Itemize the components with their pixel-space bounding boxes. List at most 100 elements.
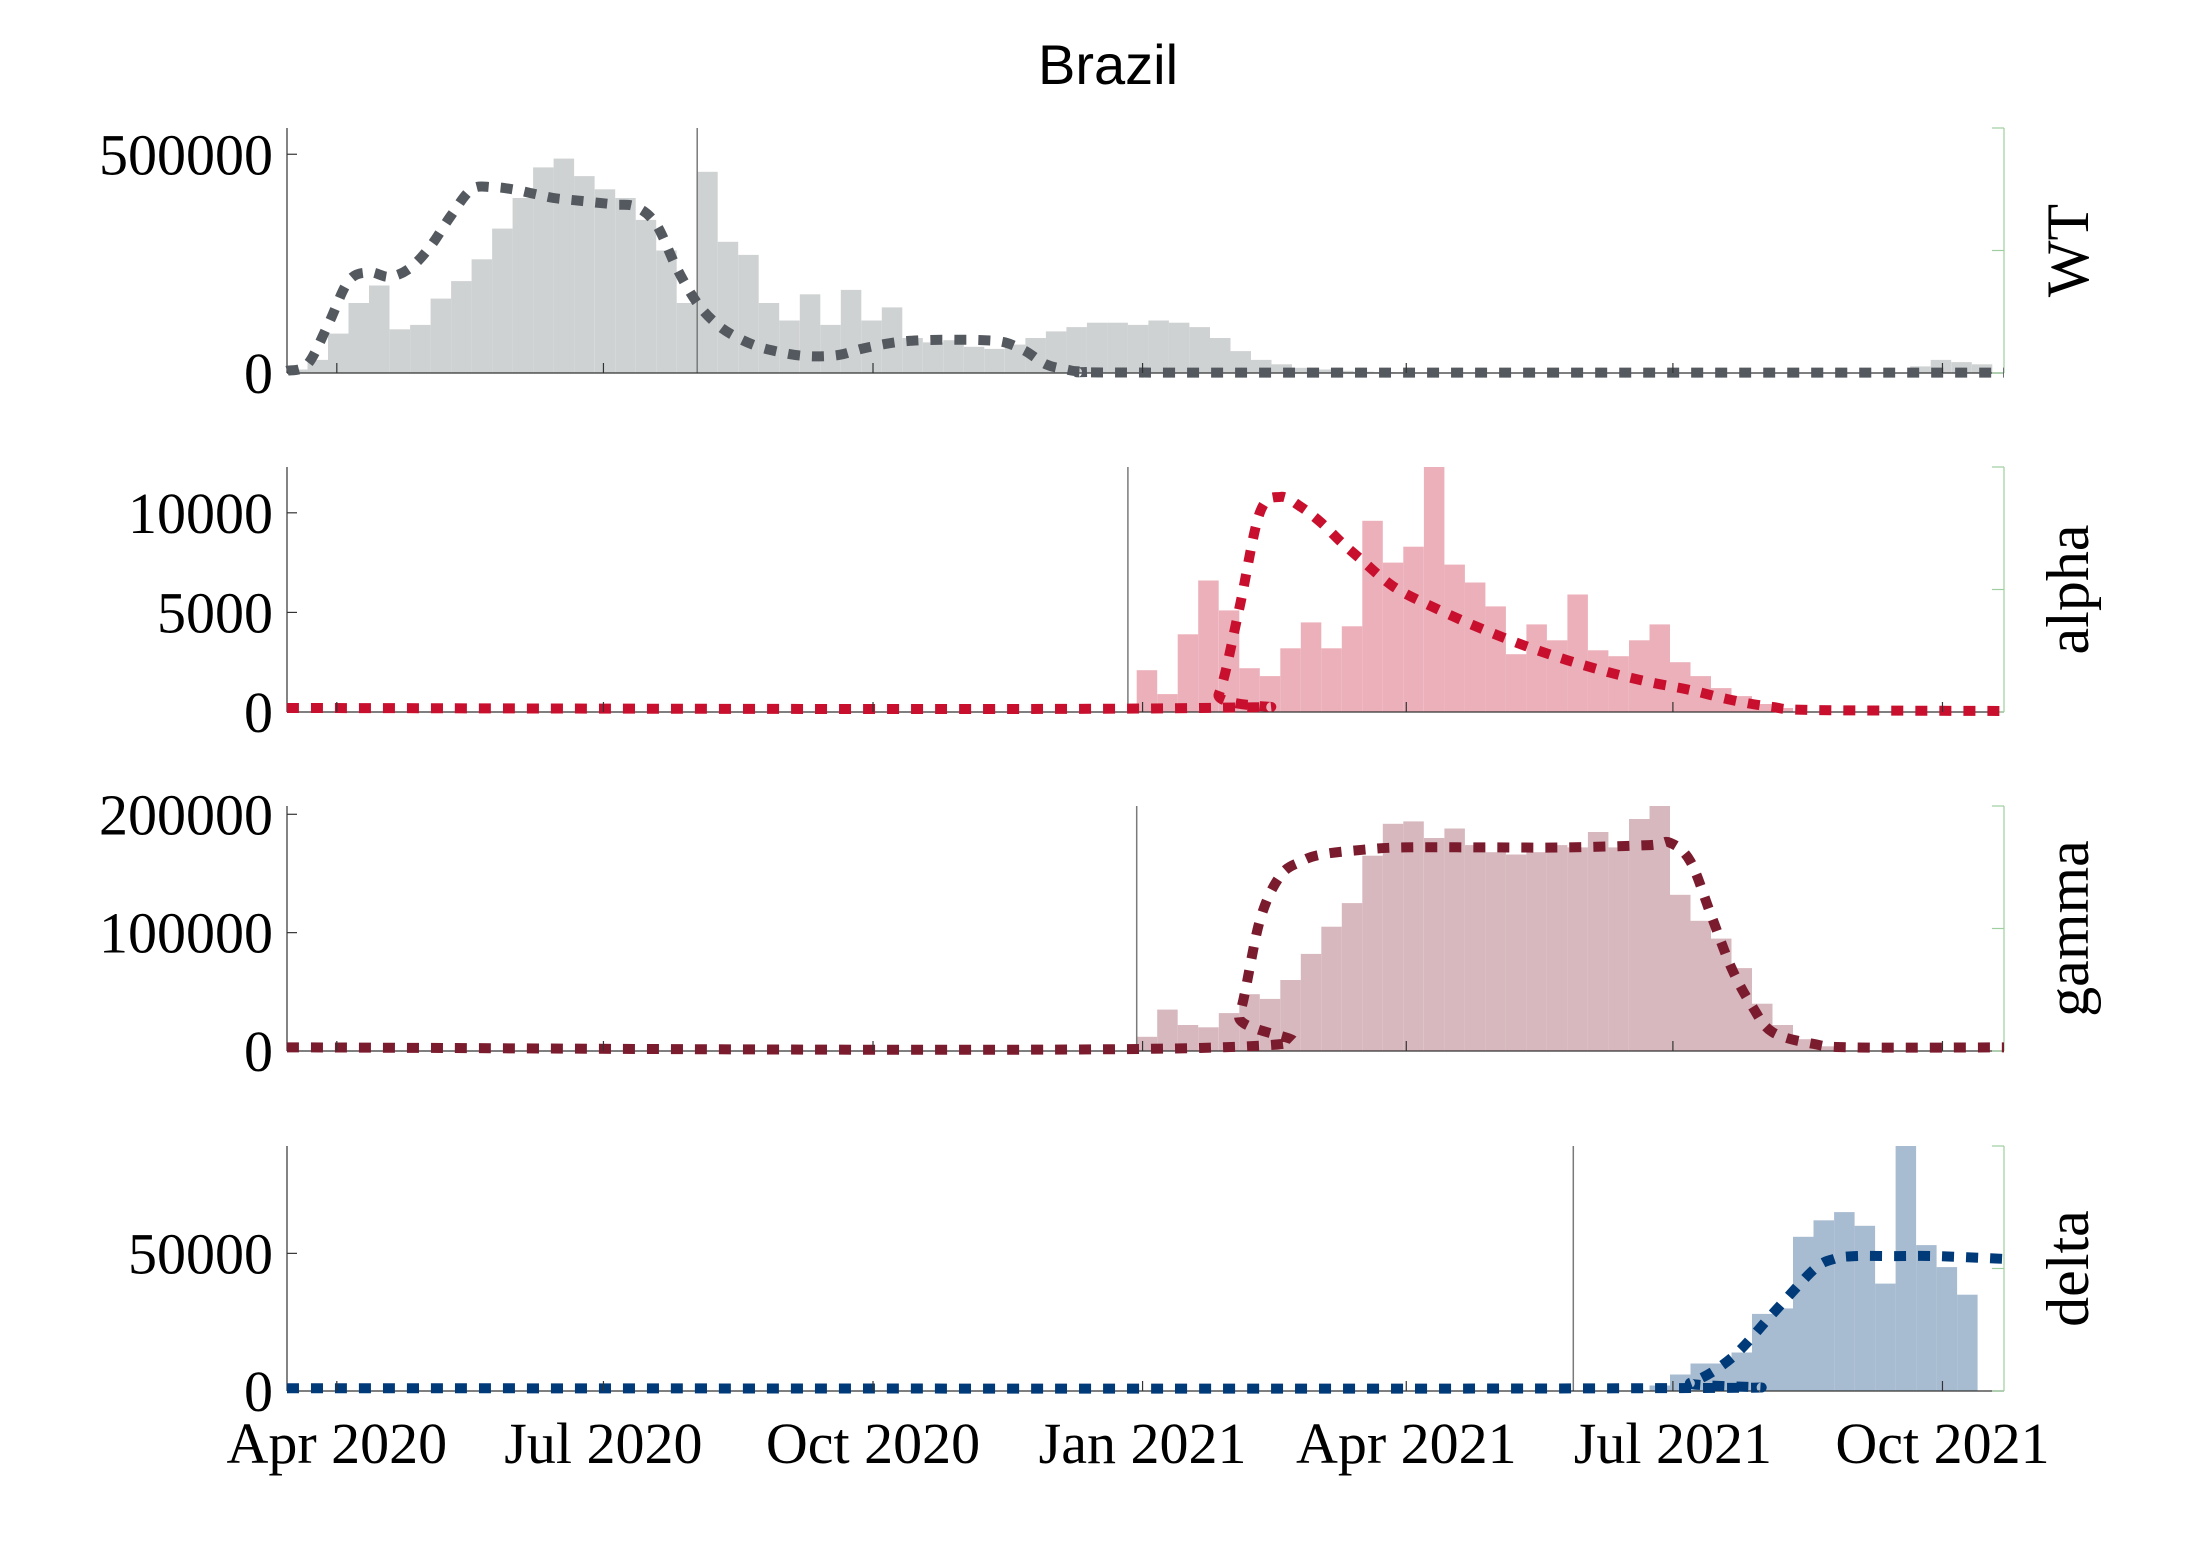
bar [1321,648,1342,712]
x-tick-label: Jul 2020 [504,1411,702,1476]
bar [922,342,944,373]
y-tick-label: 0 [244,341,273,406]
bar [1157,1009,1178,1051]
bar [1198,580,1219,712]
bar [1177,634,1199,712]
bar [1292,367,1313,374]
bar [1004,344,1026,373]
bar [430,298,452,373]
bar [328,333,349,373]
bar [635,219,657,373]
panel-alpha: 0 5000 10000 alpha [128,466,2101,745]
bar [553,158,575,373]
bar [1731,1352,1752,1391]
bar [1587,650,1609,712]
bar [615,198,636,373]
bar [758,303,780,373]
bar [738,254,759,373]
bar [1300,622,1322,712]
bar [1752,704,1773,712]
bar [1107,322,1128,373]
bar [779,320,800,373]
bar [1136,670,1158,712]
observed-bars-WT [287,158,1993,374]
bar [1505,854,1527,1051]
y-tick-label: 0 [244,1359,273,1424]
bar [1731,696,1752,712]
x-tick-label: Jul 2021 [1574,1411,1772,1476]
bar [1546,845,1568,1051]
bar [1259,998,1281,1051]
bar [1813,1046,1834,1051]
bar [1464,845,1486,1051]
bar [1910,366,1931,373]
bar [1271,364,1292,374]
bar [984,348,1005,373]
panel-label-delta: delta [2035,1210,2101,1327]
y-tick-label: 200000 [99,782,273,847]
bar [1916,1245,1937,1391]
bar [369,285,390,373]
panel-gamma: 0 100000 200000 gamma [99,782,2101,1084]
bar [1423,838,1445,1051]
y-tick-label: 50000 [128,1221,273,1286]
bar [512,198,534,373]
bar [1608,847,1629,1051]
bar [1444,828,1465,1051]
bar [943,340,964,373]
bar [410,324,431,373]
bar [1210,338,1231,373]
bar [1895,1146,1917,1391]
observed-bars-gamma [1136,806,1834,1051]
bar [492,228,513,373]
bar [1951,362,1972,373]
bar [389,329,411,374]
bar [1403,546,1424,712]
panels: 0500000WT0500010000alpha0100000200000gam… [99,122,2101,1424]
bar [1066,327,1087,373]
y-tick-label: 0 [244,680,273,745]
bar [1341,903,1363,1051]
bar [1423,467,1445,712]
bar [1772,1308,1793,1391]
bar [1300,953,1322,1051]
model-curve-gamma [286,836,2005,1055]
bar [676,303,698,373]
bar [594,189,616,374]
bar [1230,351,1251,373]
bar [1382,562,1404,712]
bar [574,176,595,373]
model-curve-delta [286,1250,2005,1394]
bar [1485,852,1506,1051]
bar [861,320,882,373]
x-axis-tick-labels: Apr 2020 Jul 2020 Oct 2020 Jan 2021 Apr 2021… [226,363,2050,1476]
bar [1362,855,1383,1051]
bar [1752,1313,1773,1391]
bar [840,289,862,373]
bar [451,281,472,373]
bar [1444,564,1465,712]
bar [902,338,923,373]
bar [820,324,841,373]
bar [1587,832,1609,1051]
bar [1711,938,1732,1051]
y-tick-label: 500000 [99,122,273,187]
bar [1321,926,1342,1051]
bar [1218,610,1240,712]
bar [533,167,554,373]
bar [1526,624,1547,712]
bar [717,241,739,374]
x-tick-label: Oct 2020 [766,1411,980,1476]
bar [1649,624,1670,712]
bar [1239,994,1260,1051]
bar [1834,1212,1855,1391]
bar [1485,606,1506,712]
model-curve-alpha [286,491,2005,716]
bar [1505,654,1527,712]
bar [1127,324,1149,373]
y-tick-label: 5000 [157,580,273,645]
bar [1875,1283,1896,1391]
bar [1649,806,1670,1051]
y-tick-label: 100000 [99,901,273,966]
bar [1629,819,1650,1051]
